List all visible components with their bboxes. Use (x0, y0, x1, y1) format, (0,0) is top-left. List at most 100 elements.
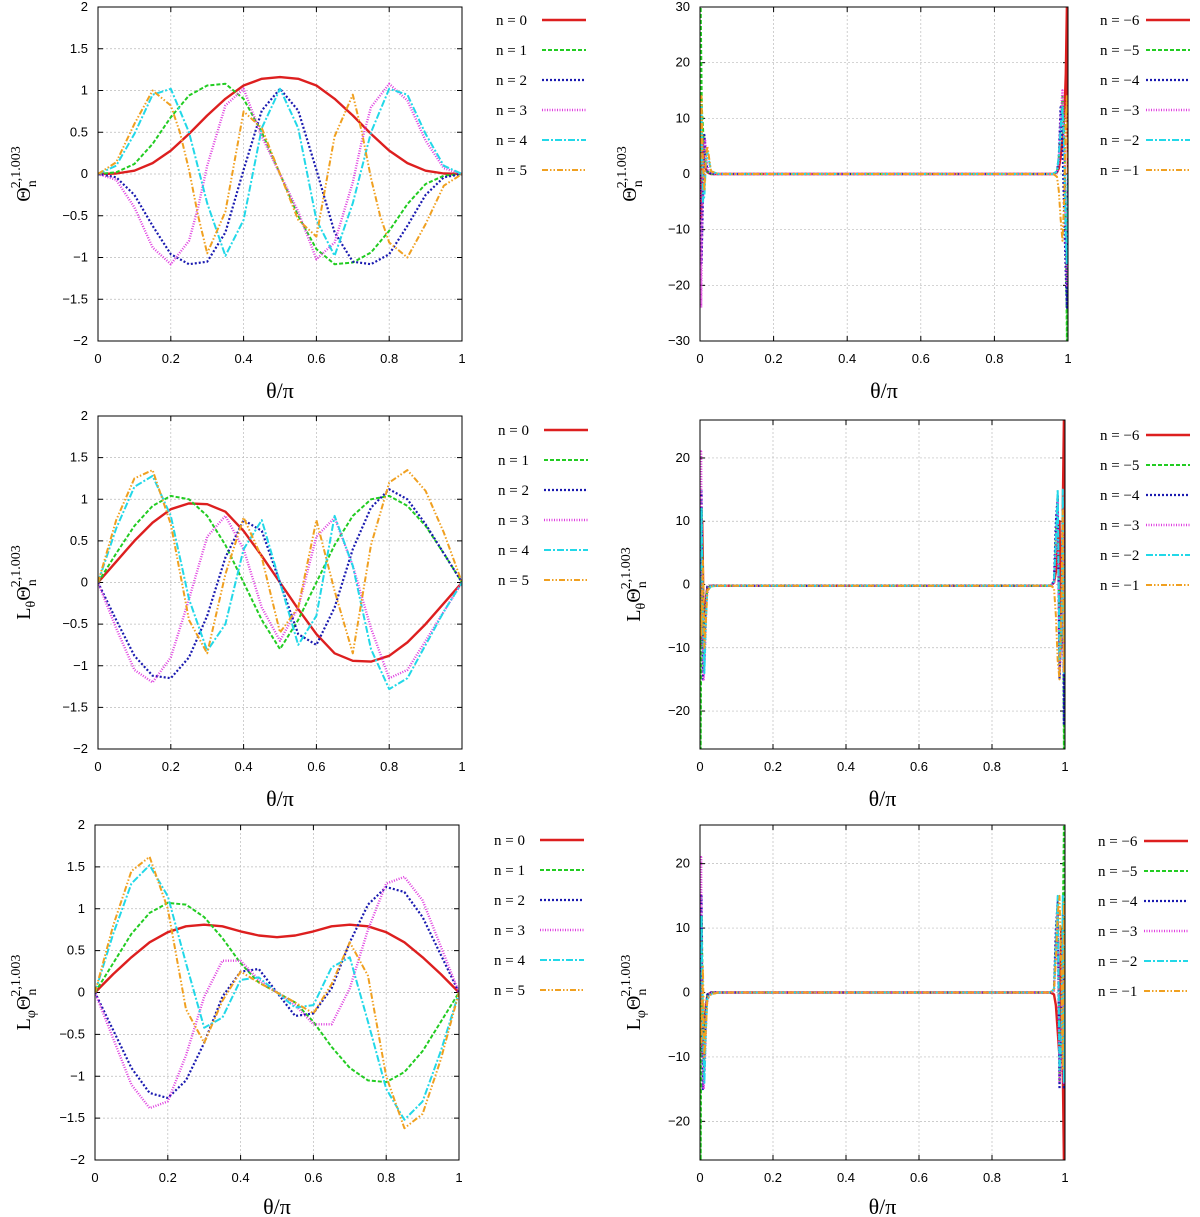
y-label-main: Θ (13, 586, 35, 600)
series-line-2 (700, 488, 1065, 725)
y-label-sup: 2,1.003 (619, 547, 634, 589)
x-tick-label: 1 (1064, 351, 1071, 366)
legend-label: n = 4 (496, 133, 527, 149)
legend-label: n = −1 (1098, 984, 1137, 1000)
plot-frame (699, 419, 1066, 750)
x-tick-label: 0.6 (910, 759, 928, 774)
series-line-4 (700, 106, 1068, 265)
y-tick-label: 0 (78, 985, 85, 1000)
legend-label: n = −6 (1098, 834, 1138, 850)
series-group (95, 855, 459, 1130)
y-label-operator-sub: θ (24, 600, 39, 607)
y-label-main: Θ (623, 996, 645, 1010)
series-line-0 (700, 7, 1068, 220)
x-tick-label: 0 (94, 759, 101, 774)
legend-label: n = 3 (498, 513, 529, 529)
x-tick-label: 1 (1061, 759, 1068, 774)
series-line-3 (95, 875, 459, 1110)
series-line-3 (98, 514, 462, 684)
y-tick-label: −1 (70, 1068, 85, 1083)
series-line-0 (700, 420, 1065, 649)
y-tick-label: 0 (683, 577, 690, 592)
series-line-5 (95, 855, 459, 1130)
x-axis-label: θ/π (266, 378, 294, 403)
y-tick-label: 10 (676, 110, 690, 125)
legend-label: n = −4 (1098, 894, 1138, 910)
x-tick-label: 0.8 (377, 1170, 395, 1185)
y-tick-label: −20 (668, 703, 690, 718)
y-tick-label: −20 (668, 1113, 690, 1128)
y-tick-label: 0.5 (70, 533, 88, 548)
plot-frame (97, 6, 463, 342)
legend-label: n = −6 (1100, 13, 1140, 29)
y-tick-label: −1.5 (62, 699, 88, 714)
y-label-sup: 2,1.003 (9, 545, 24, 587)
series-line-0 (700, 926, 1065, 1160)
x-tick-label: 0 (696, 351, 703, 366)
x-tick-label: 0 (94, 351, 101, 366)
legend-label: n = 1 (496, 43, 527, 59)
y-tick-label: 20 (676, 450, 690, 465)
y-tick-label: 0.5 (67, 943, 85, 958)
x-tick-label: 0 (696, 1170, 703, 1185)
x-tick-label: 0.2 (159, 1170, 177, 1185)
legend-label: n = 1 (498, 453, 529, 469)
x-tick-label: 0.4 (232, 1170, 250, 1185)
y-label-operator-sub: φ (634, 1010, 649, 1018)
y-label-sub: n (25, 180, 40, 187)
legend-label: n = −4 (1100, 73, 1140, 89)
series-group (700, 825, 1065, 1160)
x-axis-label: θ/π (266, 786, 294, 811)
y-tick-label: 0 (683, 985, 690, 1000)
y-label-sup: 2,1.003 (9, 146, 24, 188)
legend-label: n = 0 (494, 833, 525, 849)
x-axis-label: θ/π (869, 1194, 897, 1217)
y-label-main: Θ (623, 588, 645, 602)
y-tick-label: −20 (668, 277, 690, 292)
x-tick-label: 0.4 (837, 759, 855, 774)
x-tick-label: 0.2 (764, 1170, 782, 1185)
plot-p4: −20 −10 0 10 20 0 0.2 0.4 0.6 0.8 1 n = −6 n = −5 n =… (619, 419, 1190, 811)
y-tick-label: −2 (73, 741, 88, 756)
y-tick-label: 1.5 (67, 859, 85, 874)
x-tick-label: 0.6 (307, 351, 325, 366)
x-axis-label: θ/π (869, 786, 897, 811)
y-label-operator: L (13, 1018, 35, 1030)
series-line-4 (700, 488, 1065, 675)
y-tick-label: −1 (73, 250, 88, 265)
y-tick-label: −10 (668, 222, 690, 237)
plot-p3: −2 −1.5 −1 −0.5 0 0.5 1 1.5 2 0 0.2 0.4 0.6 0.8 1 n = 0… (9, 408, 588, 811)
x-axis-label: θ/π (870, 378, 898, 403)
y-label-sup: 2,1.003 (9, 955, 24, 997)
series-group (98, 75, 462, 266)
x-tick-label: 0.6 (912, 351, 930, 366)
x-tick-label: 0.8 (983, 1170, 1001, 1185)
legend-label: n = −2 (1098, 954, 1137, 970)
plot-p5: −2 −1.5 −1 −0.5 0 0.5 1 1.5 2 0 0.2 0.4 0.6 0.8 1 n = 0… (9, 817, 584, 1217)
y-label-main: Θ (619, 187, 641, 201)
y-tick-label: 20 (676, 55, 690, 70)
series-line-5 (700, 894, 1065, 1071)
legend-label: n = 4 (494, 953, 525, 969)
y-label-sub: n (631, 180, 646, 187)
legend-label: n = 0 (496, 13, 527, 29)
series-line-3 (700, 856, 1065, 1091)
y-tick-label: 2 (81, 0, 88, 14)
legend-label: n = 3 (494, 923, 525, 939)
x-tick-label: 1 (455, 1170, 462, 1185)
x-tick-label: 0.4 (235, 351, 253, 366)
y-tick-label: 1.5 (70, 450, 88, 465)
legend-label: n = −1 (1100, 163, 1139, 179)
series-line-3 (700, 450, 1065, 681)
x-tick-label: 0 (696, 759, 703, 774)
x-tick-label: 0 (91, 1170, 98, 1185)
legend-label: n = −4 (1100, 488, 1140, 504)
legend-label: n = −3 (1100, 518, 1139, 534)
legend-label: n = 5 (496, 163, 527, 179)
x-tick-label: 0.2 (764, 759, 782, 774)
y-tick-label: −1.5 (62, 291, 88, 306)
legend-label: n = −5 (1100, 43, 1139, 59)
y-tick-label: 2 (78, 817, 85, 832)
y-label-sub: n (25, 579, 40, 586)
